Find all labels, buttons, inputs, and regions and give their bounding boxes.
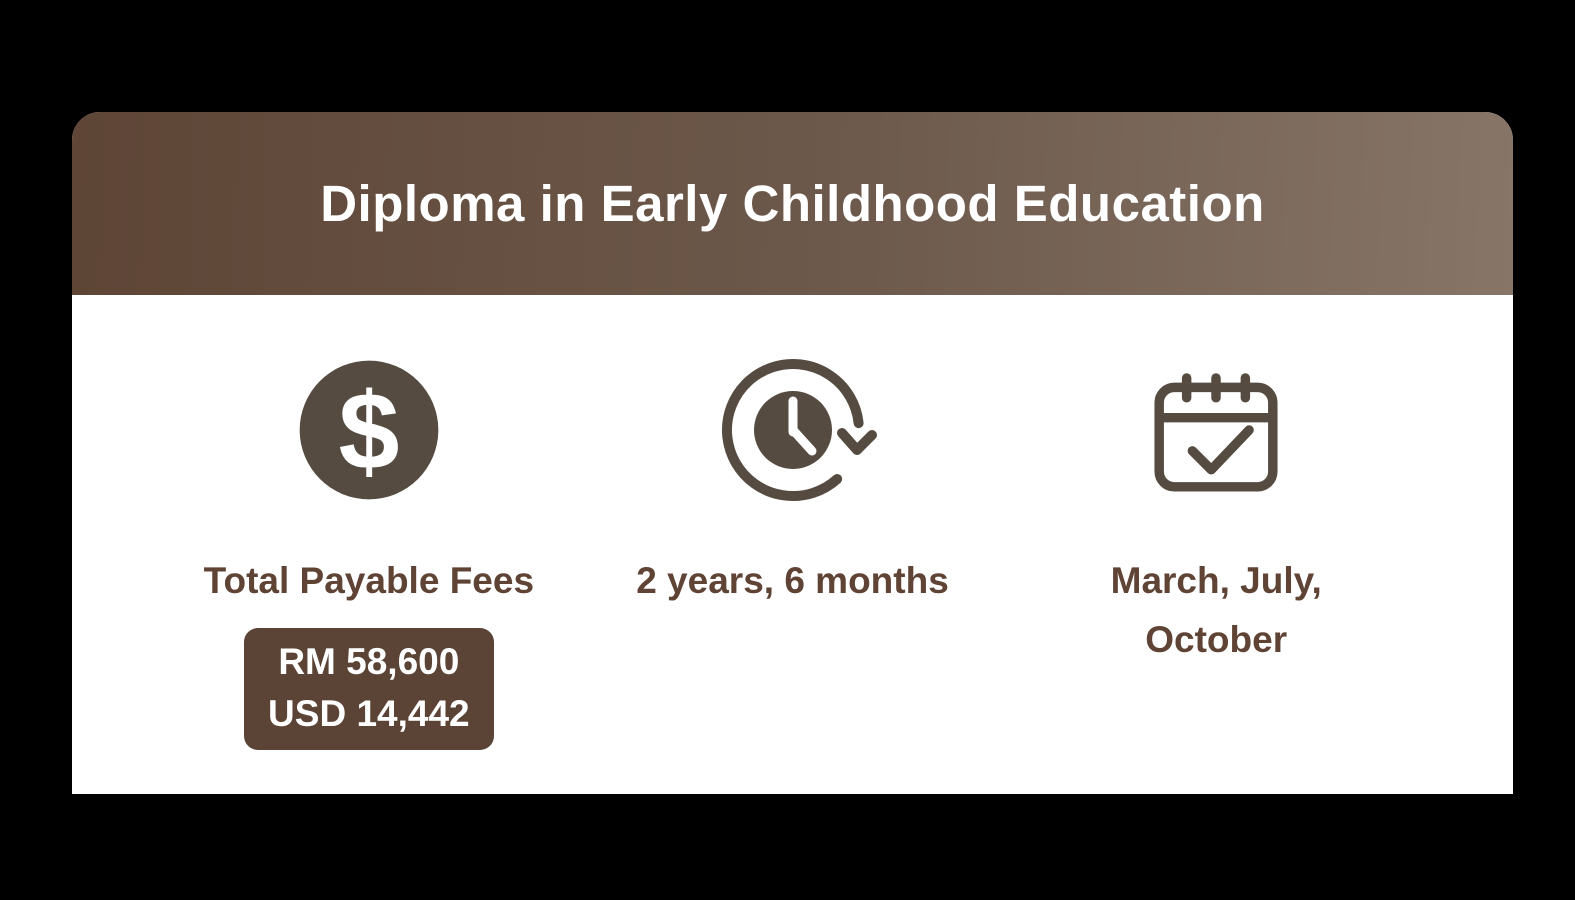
card-header: Diploma in Early Childhood Education	[72, 112, 1513, 295]
intakes-column: March, July, October	[1004, 355, 1428, 750]
svg-text:$: $	[338, 371, 399, 493]
clock-duration-icon	[718, 355, 877, 505]
fees-amount-usd: USD 14,442	[268, 692, 470, 734]
dollar-circle-icon: $	[296, 355, 442, 505]
fees-label: Total Payable Fees	[203, 560, 535, 601]
duration-column: 2 years, 6 months	[581, 355, 1005, 750]
program-card: Diploma in Early Childhood Education $ T…	[72, 112, 1513, 794]
calendar-check-icon	[1145, 355, 1287, 505]
program-title: Diploma in Early Childhood Education	[320, 175, 1265, 232]
duration-label: 2 years, 6 months	[636, 560, 949, 601]
intakes-line-1: March, July,	[1110, 560, 1322, 601]
fees-column: $ Total Payable Fees RM 58,600 USD 14,44…	[157, 355, 581, 750]
intakes-line-2: October	[1145, 619, 1288, 661]
card-body: $ Total Payable Fees RM 58,600 USD 14,44…	[72, 295, 1513, 750]
fees-amount-rm: RM 58,600	[278, 641, 460, 683]
fees-badge: RM 58,600 USD 14,442	[244, 628, 494, 750]
intakes-label: March, July, October	[1111, 551, 1322, 669]
